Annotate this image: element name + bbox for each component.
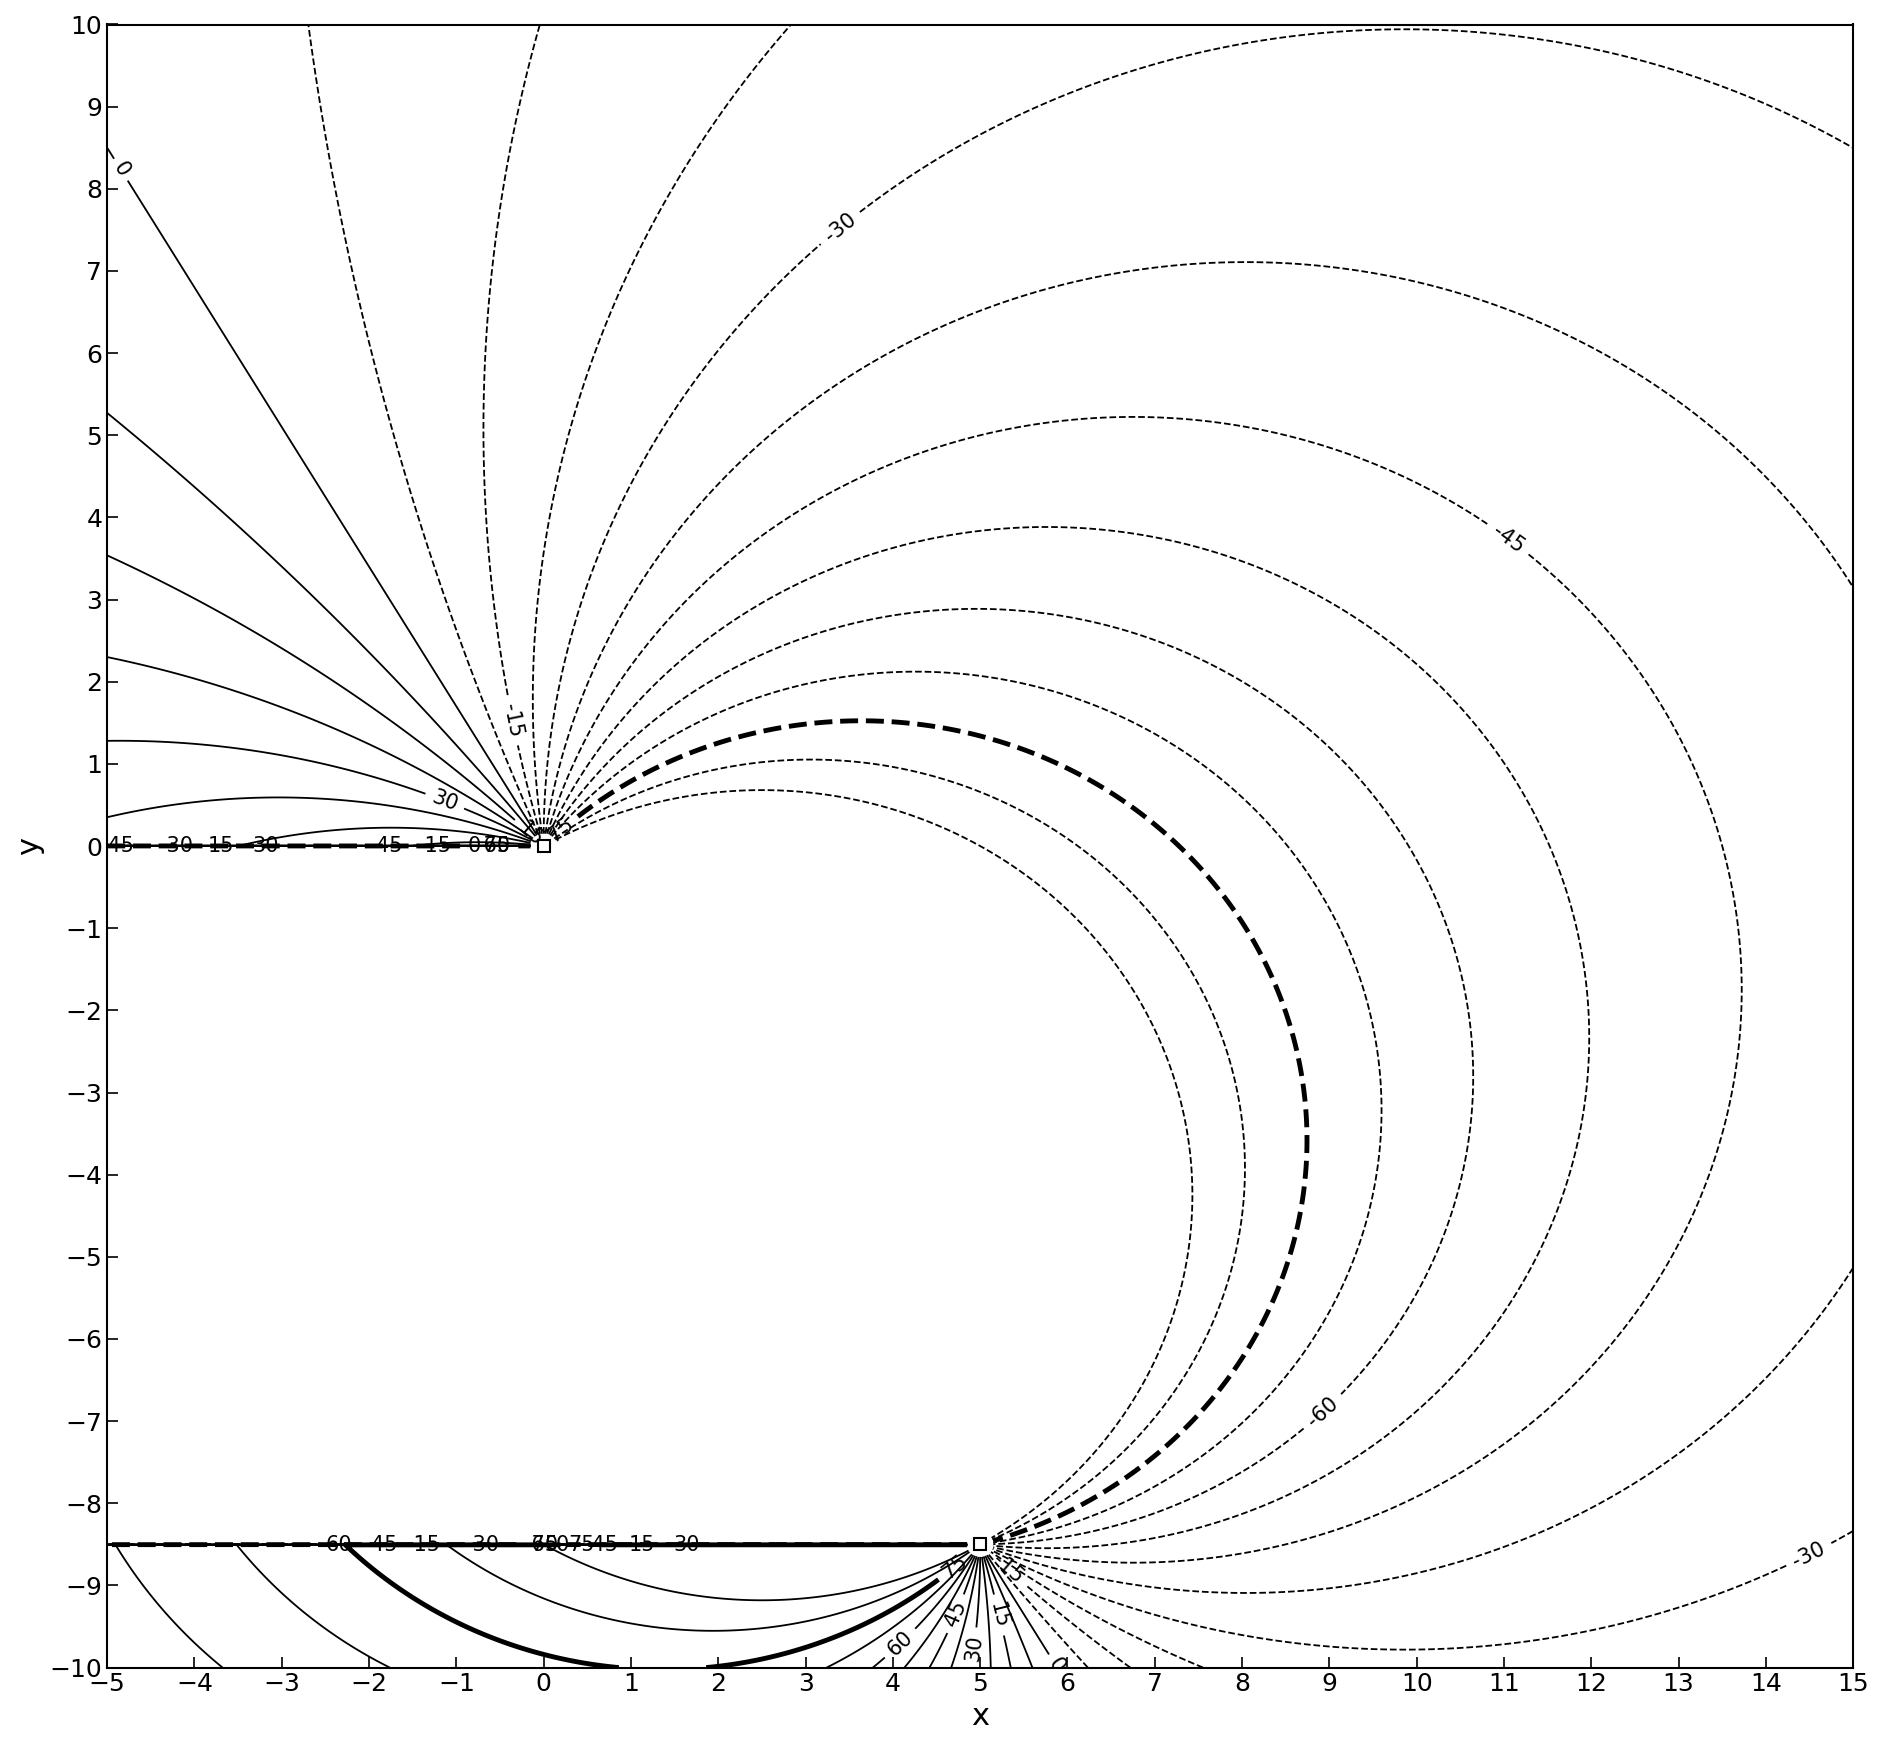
Text: -45: -45 — [584, 1535, 618, 1554]
Text: 15: 15 — [985, 1599, 1012, 1631]
Text: -15: -15 — [405, 1535, 439, 1554]
Text: -30: -30 — [160, 836, 194, 856]
Text: 75: 75 — [567, 1535, 593, 1556]
Text: -15: -15 — [499, 702, 526, 739]
Text: 30: 30 — [252, 836, 279, 856]
Text: 0: 0 — [109, 159, 134, 180]
Text: 0: 0 — [467, 836, 480, 856]
Text: 30: 30 — [963, 1634, 985, 1662]
Text: 45: 45 — [371, 1535, 398, 1554]
Text: 60: 60 — [326, 1535, 352, 1556]
Text: -60: -60 — [477, 836, 511, 856]
Text: 0: 0 — [1044, 1655, 1068, 1676]
Text: 45: 45 — [942, 1598, 970, 1631]
Text: -15: -15 — [987, 1550, 1027, 1587]
Text: 30: 30 — [674, 1535, 701, 1554]
Text: 15: 15 — [514, 817, 546, 850]
Y-axis label: y: y — [15, 836, 43, 856]
Text: 60: 60 — [884, 1627, 918, 1660]
Text: -45: -45 — [100, 836, 134, 856]
Text: -30: -30 — [1790, 1538, 1829, 1571]
Text: -75: -75 — [477, 836, 511, 856]
Text: 15: 15 — [207, 836, 234, 856]
Text: -30: -30 — [465, 1535, 499, 1554]
Text: -15: -15 — [416, 836, 450, 856]
Text: -60: -60 — [1304, 1393, 1341, 1430]
Text: 15: 15 — [629, 1535, 656, 1554]
Text: -75: -75 — [539, 814, 578, 850]
Text: -75: -75 — [524, 1535, 558, 1554]
Text: 0: 0 — [556, 1535, 569, 1554]
Text: 30: 30 — [430, 787, 462, 815]
Text: -60: -60 — [524, 1535, 558, 1554]
Text: -30: -30 — [821, 210, 859, 246]
Text: 75: 75 — [938, 1550, 972, 1584]
Text: -45: -45 — [1488, 520, 1528, 557]
Text: 45: 45 — [375, 836, 401, 856]
X-axis label: x: x — [970, 1702, 989, 1730]
